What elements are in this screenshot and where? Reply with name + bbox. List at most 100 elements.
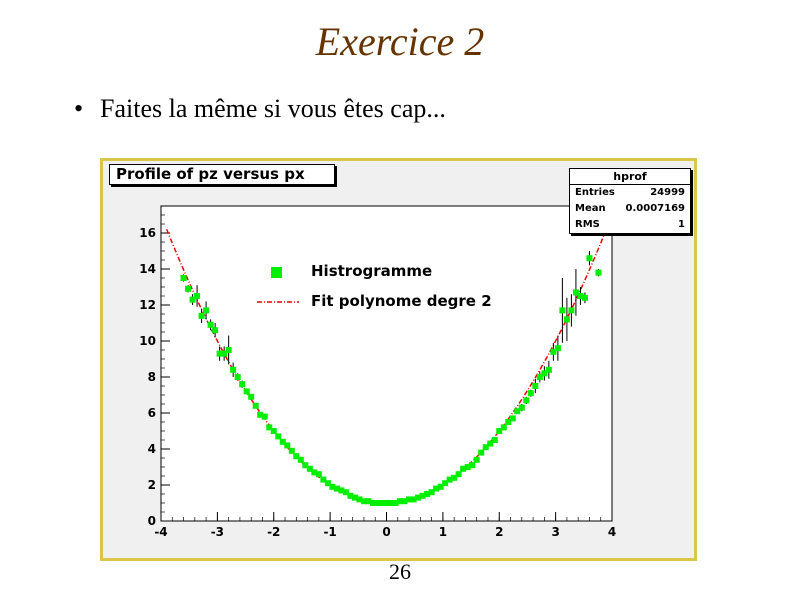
y-tick-label: 6	[148, 406, 156, 420]
data-point	[212, 327, 219, 334]
legend-label: Fit polynome degre 2	[311, 292, 492, 310]
chart-title: Profile of pz versus px	[109, 164, 335, 185]
x-tick-label: 4	[608, 525, 616, 539]
data-point	[455, 471, 462, 478]
data-point	[518, 404, 525, 411]
data-point	[284, 442, 291, 449]
stats-value: 1	[678, 219, 685, 230]
data-point	[225, 347, 232, 353]
y-tick-label: 0	[148, 514, 156, 528]
data-point	[478, 449, 485, 456]
data-point	[203, 307, 210, 314]
data-point	[257, 411, 264, 418]
legend-entry-histogram: Histrogramme	[253, 260, 543, 284]
data-point	[437, 483, 444, 490]
y-tick-label: 12	[139, 298, 156, 312]
x-tick-label: -1	[323, 525, 336, 539]
data-point	[392, 500, 399, 506]
data-point	[297, 456, 304, 463]
data-point	[270, 428, 277, 434]
data-point	[320, 476, 327, 483]
data-point	[473, 456, 480, 463]
data-point	[586, 255, 593, 262]
stats-row-rms: RMS 1	[570, 217, 690, 233]
data-point	[545, 366, 552, 373]
data-point	[424, 491, 431, 497]
data-point	[487, 440, 494, 447]
plot-frame	[160, 205, 613, 522]
data-point	[333, 485, 340, 492]
data-point	[234, 374, 241, 380]
data-point	[365, 498, 372, 505]
data-point	[351, 494, 358, 501]
data-point	[442, 480, 449, 487]
data-point	[207, 321, 214, 328]
data-point	[347, 492, 354, 499]
y-tick-label: 10	[139, 334, 156, 348]
data-point	[180, 275, 187, 281]
data-point	[302, 462, 309, 469]
data-point	[221, 350, 228, 357]
data-point	[360, 498, 367, 505]
data-point	[198, 312, 205, 319]
data-point	[194, 293, 201, 299]
stats-label: Mean	[575, 203, 606, 214]
data-point	[536, 374, 543, 380]
x-tick-label: -4	[154, 525, 167, 539]
data-point	[500, 424, 507, 431]
data-point	[356, 496, 363, 503]
data-point	[406, 496, 413, 503]
square-marker-icon	[271, 267, 282, 278]
data-point	[383, 500, 390, 506]
x-tick-label: 3	[551, 525, 559, 539]
data-point	[388, 500, 395, 506]
data-point	[572, 289, 579, 296]
stats-value: 24999	[650, 187, 685, 198]
slide-title: Exercice 2	[315, 19, 485, 64]
legend-label: Histrogramme	[311, 262, 433, 280]
x-tick-label: 0	[382, 525, 390, 539]
data-point	[469, 462, 476, 469]
data-point	[527, 390, 534, 397]
stats-label: Entries	[575, 187, 615, 198]
data-point	[464, 464, 471, 470]
page-number: 26	[389, 559, 411, 584]
bullet-dot-icon: •	[74, 94, 84, 123]
y-tick-label: 8	[148, 370, 156, 384]
dash-dot-line-icon	[257, 301, 299, 303]
data-point	[401, 498, 408, 505]
data-point	[248, 393, 255, 400]
legend: Histrogramme Fit polynome degre 2	[253, 256, 543, 316]
data-point	[491, 437, 498, 443]
data-point	[243, 388, 250, 395]
data-point	[216, 350, 223, 357]
data-point	[496, 428, 503, 434]
data-point	[185, 285, 192, 292]
data-point	[523, 397, 530, 404]
x-tick-label: -2	[267, 525, 280, 539]
x-tick-label: -3	[211, 525, 224, 539]
stats-row-mean: Mean 0.0007169	[570, 201, 690, 217]
data-point	[460, 465, 467, 472]
data-point	[568, 307, 575, 314]
data-point	[419, 492, 426, 499]
data-point	[378, 500, 385, 506]
stats-value: 0.0007169	[625, 203, 685, 214]
data-point	[261, 413, 268, 420]
data-point	[329, 483, 336, 490]
data-point	[554, 345, 561, 352]
data-point	[415, 494, 422, 501]
data-point	[482, 444, 489, 451]
data-point	[306, 465, 313, 472]
data-point	[374, 500, 381, 506]
y-tick-label: 2	[148, 478, 156, 492]
y-tick-label: 4	[148, 442, 156, 456]
data-point	[514, 408, 521, 415]
data-point	[446, 476, 453, 483]
data-point	[505, 419, 512, 425]
data-point	[239, 381, 246, 388]
data-point	[509, 415, 516, 422]
data-point	[288, 447, 295, 454]
data-point	[369, 500, 376, 506]
data-point	[275, 433, 282, 440]
